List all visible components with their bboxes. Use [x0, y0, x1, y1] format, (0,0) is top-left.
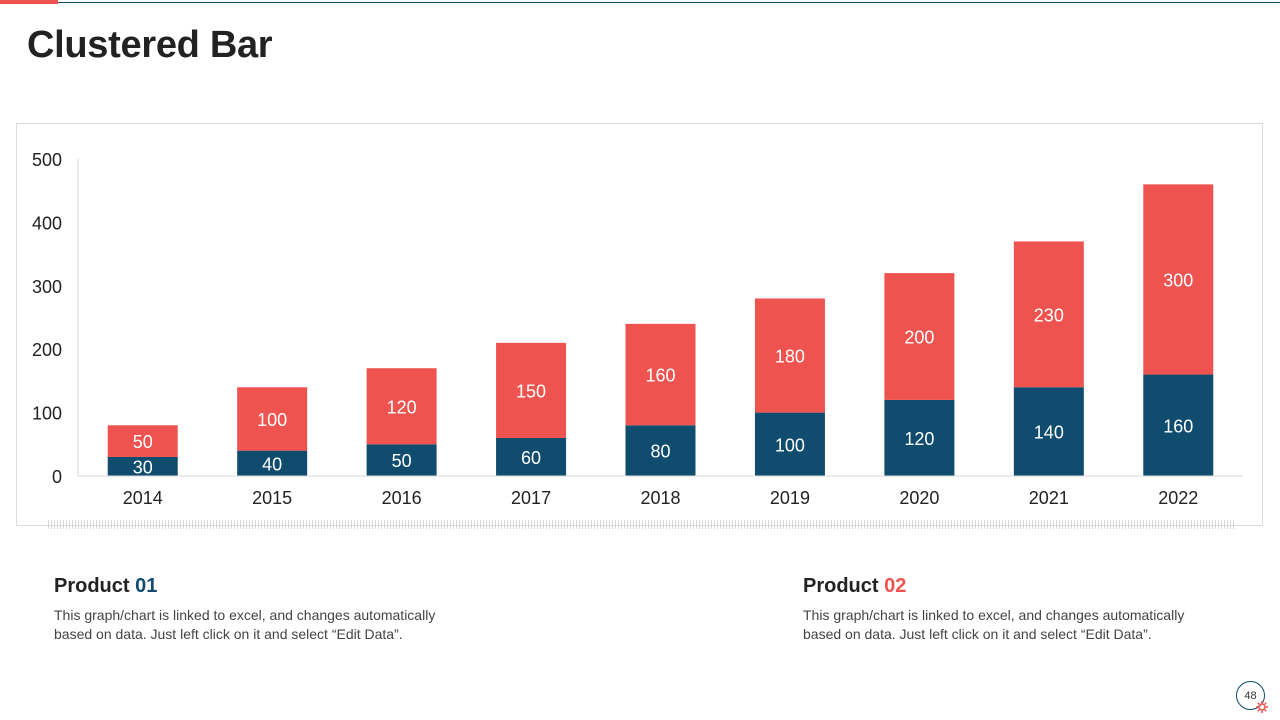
data-label: 80 — [650, 442, 670, 462]
data-label: 120 — [387, 397, 417, 417]
x-axis: 2014 2015 2016 2017 2018 2019 2020 2021 2022 — [78, 475, 1243, 508]
bar-segment-series-1[interactable] — [107, 456, 178, 476]
data-label: 100 — [775, 435, 805, 455]
x-tick-label: 2017 — [511, 488, 551, 508]
data-label: 230 — [1034, 305, 1064, 325]
x-tick-label: 2019 — [770, 488, 810, 508]
bars: 30 50 40 100 50 120 60 150 80 160 100 180 120 200 140 2… — [107, 184, 1214, 477]
product-02-label: Product — [803, 575, 879, 597]
data-label: 300 — [1163, 270, 1193, 290]
data-label: 180 — [775, 347, 805, 367]
bar-segment-series-2[interactable] — [754, 298, 825, 413]
top-accent-bar — [0, 0, 58, 4]
y-axis: 0 100 200 300 400 500 — [32, 150, 79, 487]
data-label: 50 — [133, 432, 153, 452]
x-tick-label: 2014 — [123, 488, 163, 508]
bar-segment-series-1[interactable] — [754, 412, 825, 476]
page-title: Clustered Bar — [27, 24, 273, 66]
product-01-label: Product — [54, 575, 130, 597]
bar-segment-series-2[interactable] — [366, 368, 437, 445]
chart-frame-tick-strip — [48, 520, 1234, 529]
product-01-number: 01 — [135, 575, 158, 597]
data-label: 120 — [904, 429, 934, 449]
gear-icon — [1256, 701, 1268, 713]
bar-segment-series-1[interactable] — [496, 437, 567, 476]
product-01-block: Product 01 This graph/chart is linked to… — [54, 575, 474, 644]
y-tick-label: 300 — [32, 277, 62, 297]
product-02-description: This graph/chart is linked to excel, and… — [803, 607, 1185, 642]
bar-segment-series-2[interactable] — [107, 425, 178, 457]
product-02-title: Product 02 — [803, 575, 1223, 598]
product-02-block: Product 02 This graph/chart is linked to… — [803, 575, 1223, 644]
bar-segment-series-2[interactable] — [884, 273, 955, 400]
y-tick-label: 500 — [32, 150, 62, 170]
y-tick-label: 0 — [52, 467, 62, 487]
bar-segment-series-1[interactable] — [1143, 374, 1214, 476]
x-tick-label: 2016 — [382, 488, 422, 508]
y-tick-label: 100 — [32, 404, 62, 424]
product-01-description: This graph/chart is linked to excel, and… — [54, 607, 436, 642]
x-tick-label: 2022 — [1158, 488, 1198, 508]
y-tick-label: 400 — [32, 213, 62, 233]
data-label: 160 — [645, 366, 675, 386]
data-label: 140 — [1034, 423, 1064, 443]
y-tick-label: 200 — [32, 340, 62, 360]
bar-segment-series-1[interactable] — [625, 425, 696, 476]
bar-segment-series-2[interactable] — [1013, 241, 1084, 388]
data-label: 160 — [1163, 416, 1193, 436]
data-label: 60 — [521, 448, 541, 468]
bar-segment-series-2[interactable] — [237, 387, 308, 451]
x-tick-label: 2020 — [899, 488, 939, 508]
bar-segment-series-1[interactable] — [366, 444, 437, 476]
x-tick-label: 2018 — [640, 488, 680, 508]
data-label: 30 — [133, 457, 153, 477]
bar-segment-series-2[interactable] — [496, 342, 567, 438]
product-02-number: 02 — [884, 575, 907, 597]
x-tick-label: 2015 — [252, 488, 292, 508]
data-label: 40 — [262, 454, 282, 474]
product-01-title: Product 01 — [54, 575, 474, 598]
x-tick-label: 2021 — [1029, 488, 1069, 508]
data-label: 50 — [392, 451, 412, 471]
top-divider-line — [0, 2, 1280, 3]
data-label: 200 — [904, 328, 934, 348]
data-label: 100 — [257, 410, 287, 430]
data-label: 150 — [516, 381, 546, 401]
page-number-badge: 48 — [1236, 681, 1265, 710]
bar-segment-series-2[interactable] — [625, 323, 696, 426]
bar-segment-series-1[interactable] — [884, 399, 955, 476]
bar-segment-series-1[interactable] — [1013, 387, 1084, 476]
bar-segment-series-2[interactable] — [1143, 184, 1214, 375]
bar-segment-series-1[interactable] — [237, 450, 308, 476]
